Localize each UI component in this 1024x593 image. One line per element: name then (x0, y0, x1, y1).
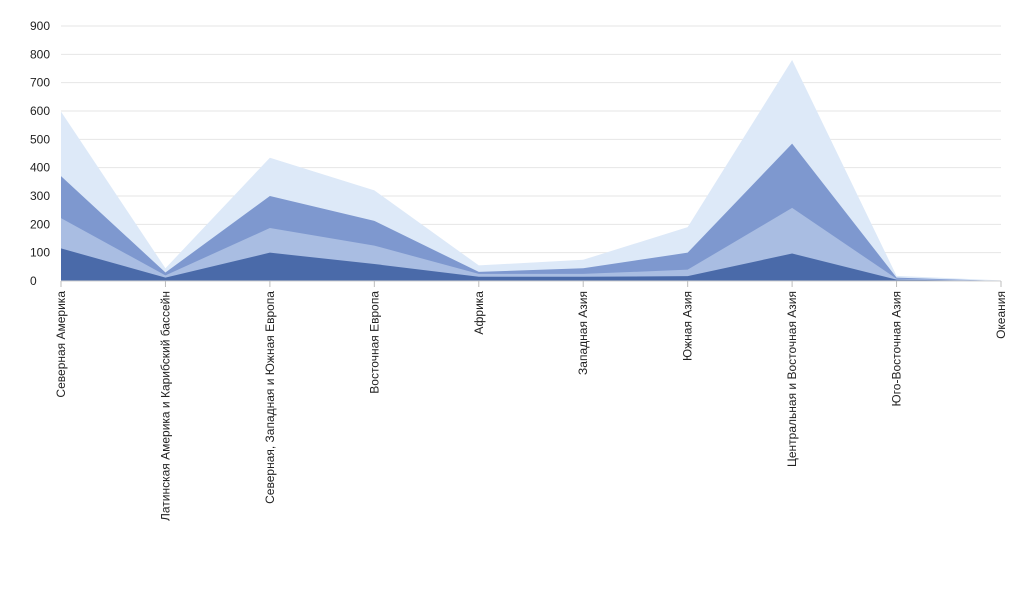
series-areas (61, 60, 1001, 281)
y-tick-label: 600 (30, 104, 50, 118)
x-tick-label: Северная Америка (54, 291, 68, 398)
y-tick-label: 900 (30, 19, 50, 33)
y-tick-label: 100 (30, 246, 50, 260)
y-tick-label: 200 (30, 217, 50, 231)
x-axis (60, 280, 1002, 287)
x-tick-label: Африка (472, 291, 486, 335)
x-tick-label: Юго-Восточная Азия (890, 291, 904, 406)
x-tick-label: Океания (994, 291, 1008, 339)
y-tick-label: 800 (30, 47, 50, 61)
y-tick-label: 300 (30, 189, 50, 203)
y-axis-labels: 0 100 200 300 400 500 600 700 800 900 (30, 19, 50, 288)
y-tick-label: 400 (30, 161, 50, 175)
area-series-4 (61, 248, 1001, 281)
x-tick-label: Западная Азия (576, 291, 590, 375)
x-tick-label: Центральная и Восточная Азия (785, 291, 799, 467)
x-tick-label: Северная, Западная и Южная Европа (263, 291, 277, 504)
y-tick-label: 500 (30, 132, 50, 146)
x-axis-labels: Северная Америка Латинская Америка и Кари… (54, 291, 1008, 521)
y-tick-label: 0 (30, 274, 37, 288)
x-tick-label: Восточная Европа (367, 291, 381, 394)
y-tick-label: 700 (30, 76, 50, 90)
x-tick-label: Южная Азия (681, 291, 695, 361)
x-tick-label: Латинская Америка и Карибский бассейн (158, 291, 172, 521)
